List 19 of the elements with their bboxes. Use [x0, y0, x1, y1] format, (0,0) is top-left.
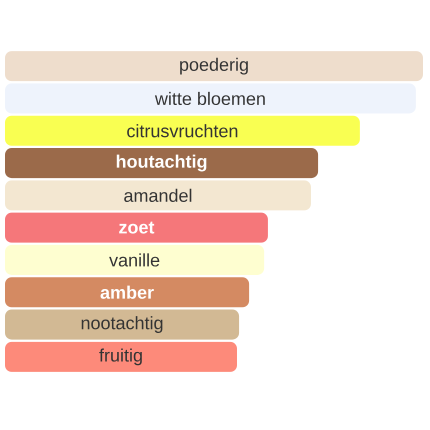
y-tick-label: amandel: [124, 188, 192, 202]
y-tick-label: vanille: [109, 253, 160, 267]
y-tick-label: nootachtig: [82, 316, 162, 333]
bar: [5, 212, 268, 243]
y-tick-label: fruitig: [99, 348, 142, 366]
y-tick-label: witte bloemen: [154, 92, 265, 106]
bar: [5, 277, 250, 308]
bar: [5, 116, 360, 146]
y-tick-label: poederig: [180, 58, 248, 75]
bar: [5, 180, 311, 210]
bar: [5, 51, 423, 82]
y-tick-label: citrusvruchten: [127, 124, 238, 138]
y-tick-label: zoet: [119, 222, 154, 234]
bar: [5, 244, 264, 275]
y-tick-label: amber: [100, 286, 154, 299]
y-tick-label: houtachtig: [116, 154, 206, 172]
bar: [5, 342, 237, 372]
bar: [5, 148, 318, 178]
bar: [5, 310, 240, 340]
